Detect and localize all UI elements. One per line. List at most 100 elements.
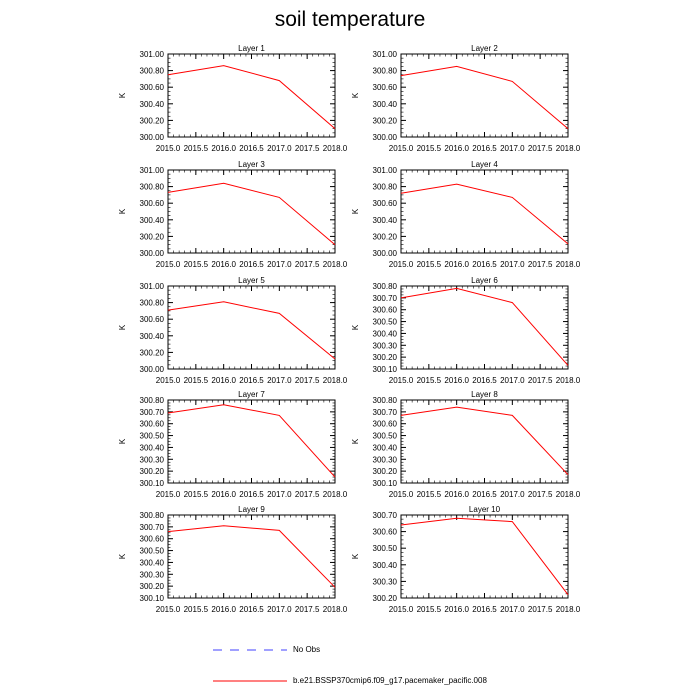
x-tick-label: 2017.5 (528, 144, 553, 153)
x-tick-label: 2015.5 (184, 144, 209, 153)
x-tick-label: 2015.5 (417, 144, 442, 153)
x-tick-label: 2015.0 (156, 490, 181, 499)
x-tick-label: 2016.5 (239, 490, 264, 499)
y-tick-label: 300.60 (140, 83, 165, 92)
x-tick-label: 2015.5 (417, 376, 442, 385)
x-tick-label: 2018.0 (323, 490, 348, 499)
y-tick-label: 300.20 (140, 467, 165, 476)
x-tick-label: 2017.5 (528, 490, 553, 499)
x-tick-label: 2016.0 (444, 260, 469, 269)
y-tick-label: 300.80 (140, 67, 165, 76)
x-tick-label: 2018.0 (323, 605, 348, 614)
y-tick-label: 300.80 (373, 183, 398, 192)
y-tick-label: 300.50 (373, 318, 398, 327)
x-tick-label: 2016.5 (239, 376, 264, 385)
x-tick-label: 2016.5 (239, 605, 264, 614)
x-tick-label: 2018.0 (556, 376, 581, 385)
x-tick-label: 2016.5 (472, 605, 497, 614)
y-axis-label: K (351, 92, 360, 98)
x-tick-label: 2018.0 (556, 144, 581, 153)
x-tick-label: 2017.5 (528, 260, 553, 269)
y-tick-label: 300.80 (140, 299, 165, 308)
x-tick-label: 2015.5 (184, 605, 209, 614)
y-tick-label: 300.40 (373, 561, 398, 570)
y-tick-label: 300.00 (140, 249, 165, 258)
y-tick-label: 300.30 (373, 577, 398, 586)
x-tick-label: 2017.0 (500, 144, 525, 153)
x-tick-label: 2016.5 (472, 144, 497, 153)
y-tick-label: 300.50 (373, 432, 398, 441)
y-tick-label: 300.10 (140, 594, 165, 603)
panel-title: Layer 9 (238, 505, 265, 514)
y-tick-label: 300.00 (373, 249, 398, 258)
y-tick-label: 300.80 (140, 183, 165, 192)
y-tick-label: 300.10 (140, 479, 165, 488)
x-tick-label: 2015.0 (389, 490, 414, 499)
x-tick-label: 2018.0 (323, 260, 348, 269)
x-tick-label: 2018.0 (556, 605, 581, 614)
y-tick-label: 300.60 (373, 528, 398, 537)
y-tick-label: 301.00 (140, 166, 165, 175)
series-line (400, 406, 569, 476)
x-tick-label: 2015.0 (389, 376, 414, 385)
x-tick-label: 2015.5 (184, 376, 209, 385)
y-tick-label: 301.00 (373, 166, 398, 175)
x-tick-label: 2015.5 (184, 490, 209, 499)
x-tick-label: 2017.5 (295, 605, 320, 614)
y-tick-label: 300.80 (373, 396, 398, 405)
x-tick-label: 2015.0 (389, 605, 414, 614)
y-tick-label: 301.00 (140, 282, 165, 291)
x-tick-label: 2017.0 (267, 490, 292, 499)
series-line (167, 301, 336, 360)
y-tick-label: 300.00 (373, 133, 398, 142)
y-tick-label: 301.00 (373, 50, 398, 59)
y-tick-label: 300.60 (373, 83, 398, 92)
y-tick-label: 300.60 (373, 306, 398, 315)
y-axis-label: K (118, 92, 127, 98)
y-tick-label: 300.30 (140, 455, 165, 464)
y-tick-label: 300.50 (373, 544, 398, 553)
y-tick-label: 300.40 (140, 558, 165, 567)
panel-title: Layer 1 (238, 44, 265, 53)
series-line (167, 525, 336, 588)
x-tick-label: 2015.0 (389, 260, 414, 269)
y-tick-label: 300.70 (140, 523, 165, 532)
x-tick-label: 2015.0 (156, 376, 181, 385)
series-line (167, 65, 336, 130)
x-tick-label: 2018.0 (323, 144, 348, 153)
x-tick-label: 2016.0 (444, 490, 469, 499)
y-tick-label: 300.00 (140, 133, 165, 142)
x-tick-label: 2017.5 (528, 605, 553, 614)
x-tick-label: 2017.5 (295, 144, 320, 153)
y-tick-label: 300.70 (373, 511, 398, 520)
y-tick-label: 300.40 (140, 216, 165, 225)
x-tick-label: 2016.5 (472, 490, 497, 499)
x-tick-label: 2016.5 (239, 144, 264, 153)
chart-title: soil temperature (274, 8, 426, 31)
y-axis-label: K (351, 553, 360, 559)
y-tick-label: 300.20 (140, 582, 165, 591)
y-tick-label: 300.60 (373, 199, 398, 208)
panel-title: Layer 3 (238, 160, 265, 169)
y-axis-label: K (118, 324, 127, 330)
y-tick-label: 300.20 (140, 348, 165, 357)
y-tick-label: 300.60 (140, 535, 165, 544)
x-tick-label: 2018.0 (556, 490, 581, 499)
y-tick-label: 300.60 (140, 420, 165, 429)
panel-title: Layer 10 (469, 505, 501, 514)
x-tick-label: 2016.5 (472, 260, 497, 269)
y-tick-label: 300.70 (140, 408, 165, 417)
y-tick-label: 300.40 (373, 329, 398, 338)
series-line (400, 183, 569, 245)
legend-model-label: b.e21.BSSP370cmip6.f09_g17.pacemaker_pac… (293, 676, 487, 685)
y-tick-label: 300.30 (373, 455, 398, 464)
panel-title: Layer 5 (238, 276, 265, 285)
y-tick-label: 300.80 (140, 396, 165, 405)
x-tick-label: 2017.5 (295, 260, 320, 269)
y-tick-label: 300.50 (140, 547, 165, 556)
y-tick-label: 300.60 (373, 420, 398, 429)
y-axis-label: K (118, 438, 127, 444)
y-tick-label: 300.30 (140, 570, 165, 579)
y-tick-label: 300.50 (140, 432, 165, 441)
y-tick-label: 300.40 (373, 443, 398, 452)
